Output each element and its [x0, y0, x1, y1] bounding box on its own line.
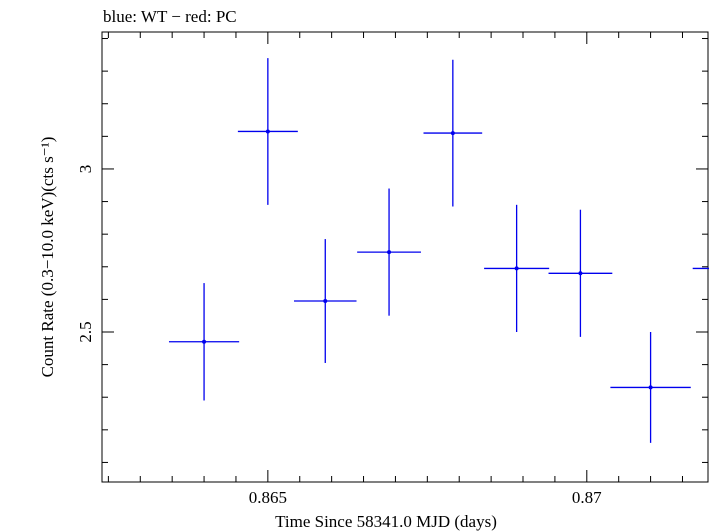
data-point — [357, 188, 421, 316]
data-point — [610, 332, 691, 443]
y-tick-label: 2.5 — [76, 321, 95, 342]
x-axis-label: Time Since 58341.0 MJD (days) — [275, 512, 497, 531]
data-point — [294, 239, 357, 363]
data-point — [168, 283, 240, 401]
y-axis-label: Count Rate (0.3−10.0 keV)(cts s⁻¹) — [38, 137, 57, 378]
data-point — [692, 267, 709, 270]
data-point — [423, 59, 483, 207]
x-tick-label: 0.87 — [572, 488, 602, 507]
data-marker — [578, 271, 583, 276]
x-tick-label: 0.865 — [249, 488, 287, 507]
data-marker — [323, 299, 328, 304]
data-marker — [202, 339, 207, 344]
data-point — [237, 58, 298, 205]
data-marker — [514, 266, 519, 271]
data-marker — [450, 131, 455, 136]
data-marker — [387, 250, 392, 255]
x-axis-ticks: 0.865 0.87 — [107, 32, 683, 507]
data-marker — [265, 129, 270, 134]
y-axis-ticks: 2.53 — [76, 38, 708, 463]
data-series — [168, 58, 709, 443]
data-point — [548, 209, 613, 337]
plot-frame — [101, 31, 709, 483]
chart-title: blue: WT − red: PC — [103, 7, 237, 26]
data-point — [484, 204, 550, 332]
data-marker — [648, 385, 653, 390]
y-tick-label: 3 — [76, 165, 95, 174]
